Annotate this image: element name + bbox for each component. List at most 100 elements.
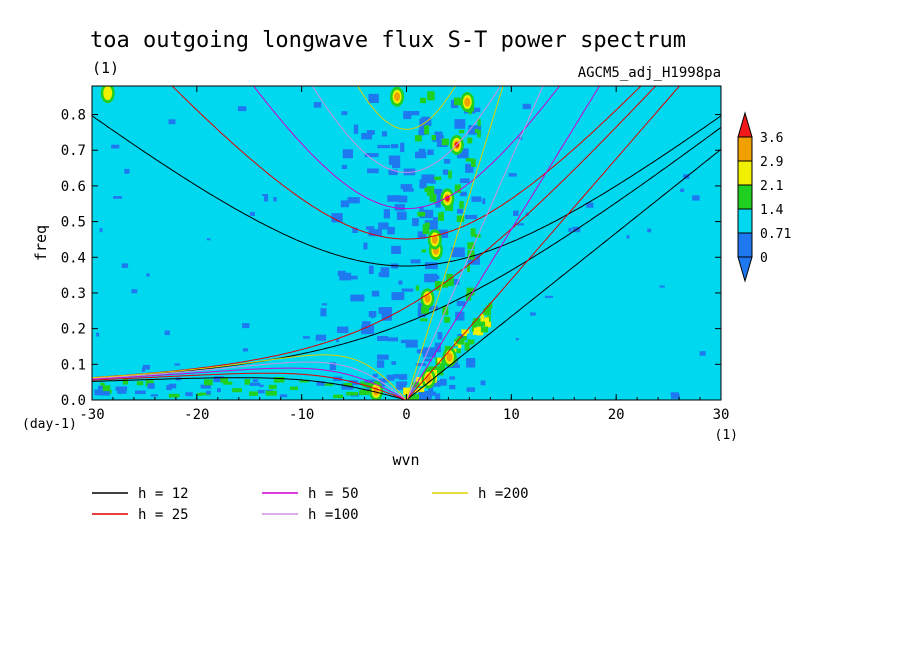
low-power-patch	[442, 169, 449, 175]
kelvin-band-patch	[439, 363, 445, 371]
high-frequency-patch	[470, 158, 476, 167]
high-frequency-patch	[444, 316, 451, 323]
low-power-patch	[465, 163, 474, 173]
kelvin-band-patch	[410, 394, 419, 400]
power-hotspot	[427, 229, 442, 250]
high-frequency-patch	[424, 222, 430, 227]
low-power-patch	[440, 378, 447, 386]
low-power-patch	[352, 227, 358, 233]
mixed-rossby-gravity-curve	[92, 86, 657, 378]
low-frequency-patch	[346, 391, 358, 396]
low-power-patch	[444, 159, 451, 164]
low-power-patch	[217, 388, 221, 393]
low-power-patch	[396, 381, 406, 390]
low-power-patch	[381, 131, 388, 137]
y-tick-label: 0.3	[61, 286, 86, 302]
low-power-patch	[670, 392, 679, 396]
low-frequency-patch	[115, 386, 128, 392]
low-power-patch	[391, 292, 405, 301]
kelvin-band-patch	[456, 348, 461, 354]
low-power-patch	[515, 223, 524, 226]
dispersion-curve-set	[92, 86, 504, 400]
kelvin-wave-curve	[406, 86, 601, 400]
low-power-patch	[419, 209, 434, 219]
high-frequency-patch	[470, 228, 476, 237]
low-power-patch	[449, 384, 456, 390]
low-power-patch	[388, 169, 398, 176]
y-tick-label: 0.4	[61, 250, 86, 266]
low-power-patch	[366, 130, 375, 135]
low-frequency-patch	[348, 380, 358, 383]
rossby-wave-curve	[92, 367, 407, 400]
high-frequency-patch	[477, 119, 481, 127]
low-power-patch	[410, 259, 421, 264]
low-power-patch	[397, 197, 403, 202]
kelvin-wave-curve	[406, 86, 681, 400]
high-frequency-patch	[449, 204, 453, 212]
high-frequency-patch	[467, 242, 475, 250]
kelvin-band-patch	[480, 313, 485, 323]
colorbar-label: 0.71	[760, 227, 791, 242]
colorbar-segment	[737, 184, 753, 210]
low-power-patch	[361, 325, 375, 335]
x-axis-label: wvn	[392, 451, 419, 469]
x-tick-label: 0	[402, 407, 410, 423]
high-frequency-patch	[420, 318, 428, 322]
low-frequency-patch	[249, 391, 258, 396]
legend-item: h =100	[262, 507, 359, 523]
y-tick-label: 0.5	[61, 215, 86, 231]
low-power-patch	[530, 312, 536, 316]
high-frequency-patch	[426, 186, 435, 196]
low-power-patch	[471, 196, 482, 202]
rossby-wave-curve	[92, 372, 407, 400]
low-frequency-patch	[333, 394, 343, 399]
legend-label: h = 50	[308, 486, 359, 502]
low-power-patch	[586, 202, 594, 208]
low-power-patch	[424, 220, 438, 230]
low-power-patch	[403, 188, 414, 192]
low-frequency-patch	[273, 377, 285, 383]
low-power-patch	[350, 294, 365, 302]
chart-title: toa outgoing longwave flux S-T power spe…	[90, 28, 686, 53]
low-frequency-patch	[359, 389, 370, 396]
low-power-patch	[473, 107, 481, 113]
inertia-gravity-curve	[92, 115, 721, 267]
power-hotspot	[420, 288, 435, 309]
low-power-patch	[416, 349, 430, 354]
low-power-patch	[96, 332, 100, 337]
low-power-patch	[372, 373, 378, 378]
low-power-patch	[391, 361, 397, 365]
low-power-patch	[456, 301, 466, 307]
y-tick-label: 0.6	[61, 179, 86, 195]
low-power-patch	[429, 380, 441, 387]
low-power-patch	[206, 238, 211, 241]
low-power-patch	[320, 308, 327, 317]
low-power-patch	[368, 265, 374, 274]
mixed-rossby-gravity-curve	[92, 126, 721, 379]
kelvin-wave-curve	[406, 86, 544, 400]
low-power-patch	[544, 295, 553, 298]
kelvin-band-patch	[476, 326, 481, 336]
inertia-gravity-curve	[171, 86, 642, 240]
low-power-patch	[699, 351, 706, 356]
x-tick-label: 10	[503, 407, 520, 423]
low-power-patch	[421, 116, 431, 126]
low-frequency-patch	[268, 384, 277, 390]
low-power-patch	[376, 360, 385, 368]
low-frequency-patch	[94, 389, 103, 396]
y-tick-label: 0.7	[61, 143, 86, 159]
low-frequency-patch	[213, 376, 225, 383]
low-frequency-patch	[220, 377, 228, 383]
low-power-patch	[121, 263, 129, 268]
x-axis-unit: (1)	[715, 428, 738, 443]
high-frequency-patch	[422, 224, 430, 235]
kelvin-band-patch	[483, 308, 491, 316]
high-frequency-patch	[424, 187, 428, 192]
y-tick-label: 0.0	[61, 393, 86, 409]
high-frequency-patch	[421, 305, 429, 314]
low-power-patch	[400, 184, 413, 190]
low-power-patch	[432, 136, 441, 142]
low-power-patch	[680, 188, 685, 193]
colorbar-segment	[737, 160, 753, 186]
low-power-patch	[432, 217, 438, 221]
